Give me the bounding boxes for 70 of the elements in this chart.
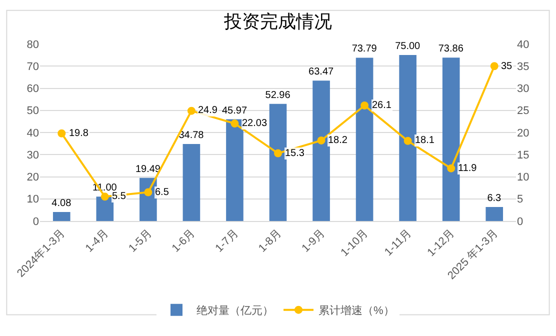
y2-tick-label: 25 — [517, 105, 530, 118]
data-label: 18.2 — [328, 135, 348, 146]
data-label: 73.86 — [438, 44, 464, 55]
bar — [312, 80, 330, 221]
data-label: 5.5 — [112, 191, 126, 202]
point — [144, 188, 152, 196]
y2-tick-label: 0 — [517, 216, 524, 228]
point — [58, 129, 66, 138]
y-tick-label: 70 — [26, 60, 39, 73]
data-label: 26.1 — [372, 100, 392, 111]
point — [230, 120, 239, 128]
y2-tick-label: 20 — [517, 127, 530, 140]
y2-tick-label: 15 — [517, 149, 530, 162]
y-tick-label: 10 — [26, 194, 39, 206]
x-tick-label: 1-11月 — [382, 227, 414, 258]
chart-title: 投资完成情况 — [223, 12, 332, 33]
y-tick-label: 60 — [26, 83, 39, 96]
data-label: 52.96 — [265, 90, 291, 101]
x-tick-label: 1-5月 — [126, 227, 154, 255]
data-label: 45.97 — [222, 105, 248, 116]
data-label: 35 — [501, 61, 513, 72]
y2-tick-label: 40 — [517, 38, 530, 51]
legend-label: 累计增速（%） — [318, 304, 394, 318]
point — [274, 149, 282, 158]
bar — [486, 207, 504, 221]
data-label: 6.5 — [155, 187, 170, 198]
bar — [226, 119, 244, 221]
x-tick-label: 1-7月 — [213, 227, 241, 255]
point — [100, 192, 109, 201]
point — [187, 106, 196, 115]
point — [404, 136, 412, 145]
x-tick-label: 1-6月 — [170, 227, 198, 255]
x-tick-label: 1-4月 — [83, 227, 111, 255]
data-label: 19.8 — [69, 128, 89, 139]
data-label: 11.9 — [458, 163, 478, 174]
y-tick-label: 80 — [26, 38, 39, 51]
data-label: 73.79 — [352, 44, 378, 55]
y2-tick-label: 5 — [517, 194, 524, 206]
bar — [182, 144, 200, 221]
x-tick-label: 1-9月 — [300, 227, 328, 255]
y2-tick-label: 35 — [517, 60, 530, 73]
data-label: 19.49 — [135, 164, 161, 175]
point — [360, 102, 369, 110]
x-tick-label: 1-8月 — [256, 227, 284, 255]
point — [447, 164, 456, 172]
bar — [96, 196, 114, 221]
data-label: 4.08 — [52, 198, 72, 209]
legend-label: 绝对量（亿元） — [196, 304, 274, 318]
y-tick-label: 20 — [26, 172, 39, 184]
bar — [52, 212, 70, 221]
data-label: 15.3 — [285, 148, 305, 159]
data-label: 34.78 — [178, 130, 204, 142]
data-label: 6.3 — [487, 193, 502, 204]
y-tick-label: 50 — [26, 105, 39, 118]
bar — [269, 104, 287, 221]
data-label: 22.03 — [242, 118, 268, 129]
y2-tick-label: 30 — [517, 83, 530, 96]
bar — [399, 55, 416, 221]
point — [317, 136, 326, 144]
y2-tick-label: 10 — [517, 172, 530, 184]
y-tick-label: 40 — [26, 127, 39, 140]
y-tick-label: 0 — [32, 216, 39, 228]
data-label: 75.00 — [395, 41, 421, 52]
y-tick-label: 30 — [26, 149, 39, 162]
point — [490, 62, 498, 70]
bar — [356, 58, 374, 221]
data-label: 18.1 — [415, 135, 435, 146]
data-label: 24.9 — [198, 105, 218, 116]
bar — [442, 58, 460, 221]
data-label: 63.47 — [308, 66, 334, 78]
